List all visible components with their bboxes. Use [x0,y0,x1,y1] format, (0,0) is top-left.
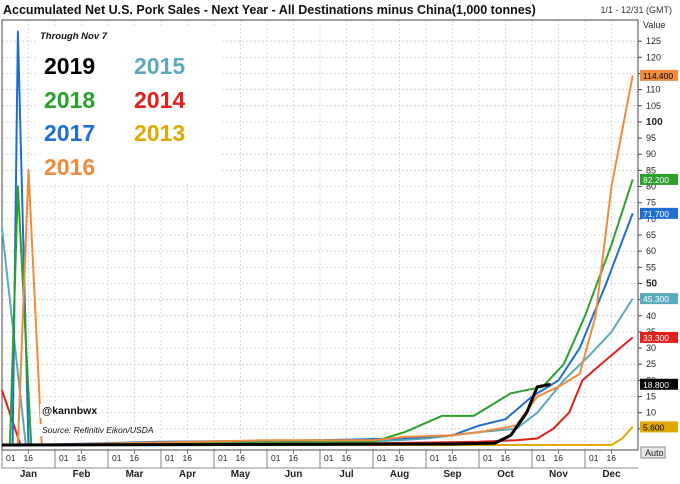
last-value-badge-2014 [640,331,678,343]
x-month-label: Oct [497,469,514,480]
x-month-label: Feb [73,469,91,480]
y-tick-label: 105 [646,101,661,111]
x-day-label: 01 [59,453,69,463]
y-tick-label: 95 [646,133,656,143]
y-axis-title: Value [643,20,665,30]
last-value-badge-2018 [640,173,678,185]
x-day-label: 16 [183,453,193,463]
y-tick-label: 55 [646,262,656,272]
y-tick-label: 80 [646,182,656,192]
legend-item-2018: 2018 [44,87,96,113]
x-day-label: 01 [165,453,175,463]
y-tick-label: 75 [646,198,656,208]
chart-title: Accumulated Net U.S. Pork Sales - Next Y… [3,3,536,17]
y-tick-label: 90 [646,149,656,159]
x-month-label: Jun [285,469,303,480]
legend [36,28,222,184]
series-line-2019 [1,382,551,447]
through-note: Through Nov 7 [40,31,108,42]
y-tick-label: 60 [646,246,656,256]
source-note: Source: Refinitiv Eikon/USDA [40,424,156,436]
auto-button[interactable] [640,446,666,459]
last-value-badge-2013 [640,421,678,433]
x-month-label: Jan [20,469,37,480]
last-value-badges: 114.400 82.200 71.700 45.300 33.300 18.800 5.6… [640,69,678,433]
x-day-label: 16 [607,453,617,463]
x-day-label: 16 [554,453,564,463]
x-day-label: 01 [112,453,122,463]
legend-item-2014: 2014 [134,87,186,113]
x-month-label: Mar [126,469,144,480]
last-value-badge-2017 [640,207,678,219]
x-day-label: 16 [395,453,405,463]
x-day-label: 16 [77,453,87,463]
y-tick-label: 110 [646,85,660,95]
x-month-label: Aug [390,469,409,480]
x-day-label: 16 [236,453,246,463]
x-day-label: 01 [536,453,546,463]
x-day-label: 16 [342,453,352,463]
x-month-label: Sep [443,469,461,480]
legend-item-2013: 2013 [134,120,186,146]
y-tick-label: 10 [646,408,656,418]
y-tick-label: 120 [646,52,661,62]
last-value-label-2019: 18.800 [643,380,669,390]
x-day-label: 16 [130,453,140,463]
x-day-label: 01 [6,453,16,463]
y-tick-label: 40 [646,311,656,321]
y-tick-label: 65 [646,230,656,240]
x-day-label: 01 [589,453,599,463]
legend-item-2015: 2015 [134,53,186,79]
x-day-label: 01 [377,453,387,463]
legend-item-2019: 2019 [44,53,96,79]
last-value-badge-2016 [640,69,678,81]
x-day-label: 01 [430,453,440,463]
legend-item-2017: 2017 [44,120,96,146]
last-value-label-2015: 45.300 [643,294,669,304]
x-day-label: 01 [271,453,281,463]
y-tick-label: 85 [646,165,656,175]
x-month-label: Jul [339,469,354,480]
y-tick-label: 30 [646,343,656,353]
last-value-badge-2019 [640,378,678,390]
y-tick-label: 25 [646,359,656,369]
date-range: 1/1 - 12/31 (GMT) [600,5,672,15]
last-value-badge-2015 [640,293,678,305]
x-day-label: 01 [218,453,228,463]
x-month-label: Nov [549,469,568,480]
last-value-label-2013: 5.600 [643,422,665,432]
x-day-label: 16 [24,453,34,463]
x-day-label: 01 [483,453,493,463]
last-value-label-2016: 114.400 [643,71,673,81]
x-month-label: Apr [179,469,196,480]
last-value-label-2018: 82.200 [643,175,669,185]
y-tick-label: 125 [646,36,661,46]
series-lines [1,30,634,447]
x-day-label: 16 [289,453,299,463]
author-handle: @kannbwx [40,404,100,418]
last-value-label-2017: 71.700 [643,209,669,219]
x-day-label: 16 [501,453,511,463]
x-day-label: 01 [324,453,334,463]
y-tick-label: 100 [646,117,663,128]
x-day-label: 16 [448,453,458,463]
y-tick-label: 15 [646,392,656,402]
y-tick-label: 50 [646,278,658,289]
x-month-label: Dec [602,469,621,480]
last-value-label-2014: 33.300 [643,333,669,343]
y-axis: 5101520253035404550556065707580859095100… [638,36,663,434]
x-month-label: May [231,469,251,480]
legend-item-2016: 2016 [44,154,96,180]
auto-button-label: Auto [645,448,664,458]
